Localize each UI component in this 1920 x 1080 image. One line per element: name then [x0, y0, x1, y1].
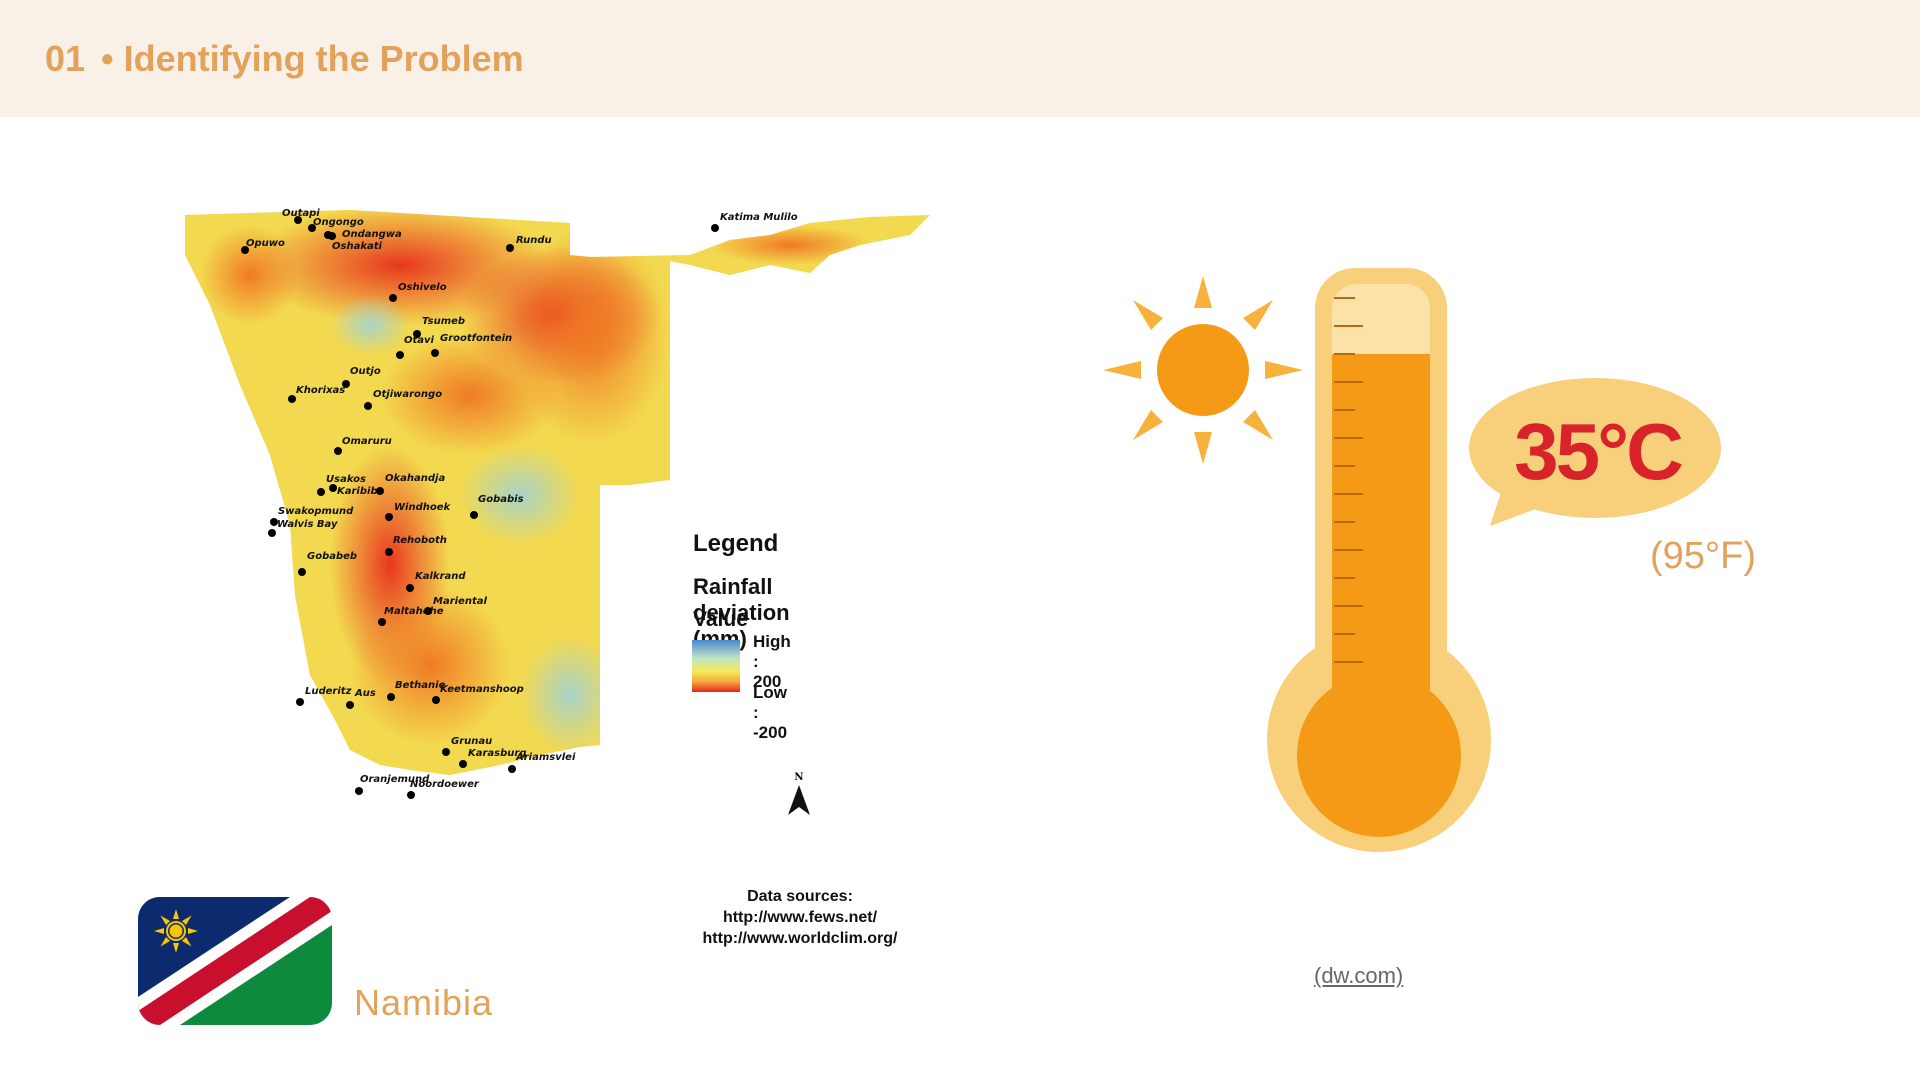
- city-markers: Outapi Ongongo Ondangwa Oshakati Opuwo R…: [241, 208, 798, 799]
- svg-text:Mariental: Mariental: [433, 596, 487, 607]
- svg-text:Katima Mulilo: Katima Mulilo: [720, 212, 798, 223]
- legend-high-label: High : 200: [753, 632, 791, 691]
- svg-text:Ondangwa: Ondangwa: [342, 229, 402, 240]
- north-arrow: N: [786, 772, 812, 822]
- svg-text:Oshakati: Oshakati: [332, 241, 382, 252]
- sun-icon: [1103, 276, 1303, 464]
- svg-text:Ongongo: Ongongo: [313, 217, 364, 228]
- svg-text:Otavi: Otavi: [404, 335, 435, 346]
- svg-text:Maltahohe: Maltahohe: [384, 606, 444, 617]
- svg-text:Aus: Aus: [354, 688, 376, 699]
- svg-text:Oranjemund: Oranjemund: [360, 774, 430, 785]
- svg-text:Rundu: Rundu: [516, 235, 552, 246]
- svg-text:Bethanie: Bethanie: [395, 680, 446, 691]
- country-label: Namibia: [354, 982, 494, 1023]
- flag-sun-icon: [154, 909, 198, 953]
- svg-text:Grunau: Grunau: [451, 736, 492, 747]
- svg-text:Karasburg: Karasburg: [468, 748, 527, 759]
- section-title: • Identifying the Problem: [101, 38, 524, 79]
- svg-text:Noordoewer: Noordoewer: [410, 779, 480, 790]
- svg-text:Tsumeb: Tsumeb: [422, 316, 465, 327]
- source-credit-link[interactable]: (dw.com): [1314, 963, 1404, 988]
- slide-title: 01 • Identifying the Problem: [45, 38, 524, 80]
- legend-title: Legend: [693, 530, 779, 557]
- thermometer-illustration: [1103, 268, 1491, 852]
- data-sources: Data sources: http://www.fews.net/ http:…: [660, 886, 940, 949]
- svg-text:Rehoboth: Rehoboth: [393, 535, 447, 546]
- source-fews: http://www.fews.net/: [722, 909, 878, 926]
- legend-low-label: Low : -200: [753, 683, 788, 742]
- svg-text:Ariamsvlei: Ariamsvlei: [515, 752, 576, 763]
- header-bar: 01 • Identifying the Problem: [0, 0, 1920, 117]
- svg-text:Omaruru: Omaruru: [342, 436, 392, 447]
- speech-bubble: [1469, 378, 1721, 526]
- svg-text:Luderitz: Luderitz: [305, 686, 352, 697]
- svg-text:Khorixas: Khorixas: [296, 385, 345, 396]
- temperature-fahrenheit: (95°F): [1650, 535, 1756, 577]
- svg-text:Otjiwarongo: Otjiwarongo: [373, 389, 442, 400]
- svg-text:Okahandja: Okahandja: [385, 473, 445, 484]
- svg-text:Grootfontein: Grootfontein: [440, 333, 512, 344]
- north-arrow-icon: [788, 785, 810, 815]
- sources-title: Data sources:: [747, 888, 853, 905]
- svg-text:Outjo: Outjo: [350, 366, 381, 377]
- svg-text:Usakos: Usakos: [326, 474, 366, 485]
- svg-text:Oshivelo: Oshivelo: [398, 282, 447, 293]
- temperature-celsius: 35°C: [1514, 407, 1684, 496]
- svg-text:Gobabeb: Gobabeb: [307, 551, 357, 562]
- svg-text:Swakopmund: Swakopmund: [278, 506, 354, 517]
- svg-text:Keetmanshoop: Keetmanshoop: [440, 684, 524, 695]
- svg-text:Windhoek: Windhoek: [394, 502, 452, 513]
- svg-text:Kalkrand: Kalkrand: [415, 571, 466, 582]
- section-number: 01: [45, 38, 86, 79]
- rainfall-map: Outapi Ongongo Ondangwa Oshakati Opuwo R…: [185, 208, 930, 799]
- svg-text:Opuwo: Opuwo: [246, 238, 285, 249]
- source-worldclim: http://www.worldclim.org/: [702, 930, 898, 947]
- legend-subtitle: Rainfall deviation (mm): [693, 574, 790, 651]
- legend-value-label: Value: [693, 608, 748, 631]
- legend-color-ramp: [692, 640, 740, 692]
- svg-text:Karibib: Karibib: [337, 486, 378, 497]
- namibia-flag: [138, 897, 332, 1025]
- svg-text:Walvis Bay: Walvis Bay: [277, 519, 338, 530]
- svg-text:Outapi: Outapi: [282, 208, 320, 219]
- svg-text:Gobabis: Gobabis: [478, 494, 524, 505]
- north-label: N: [794, 772, 804, 783]
